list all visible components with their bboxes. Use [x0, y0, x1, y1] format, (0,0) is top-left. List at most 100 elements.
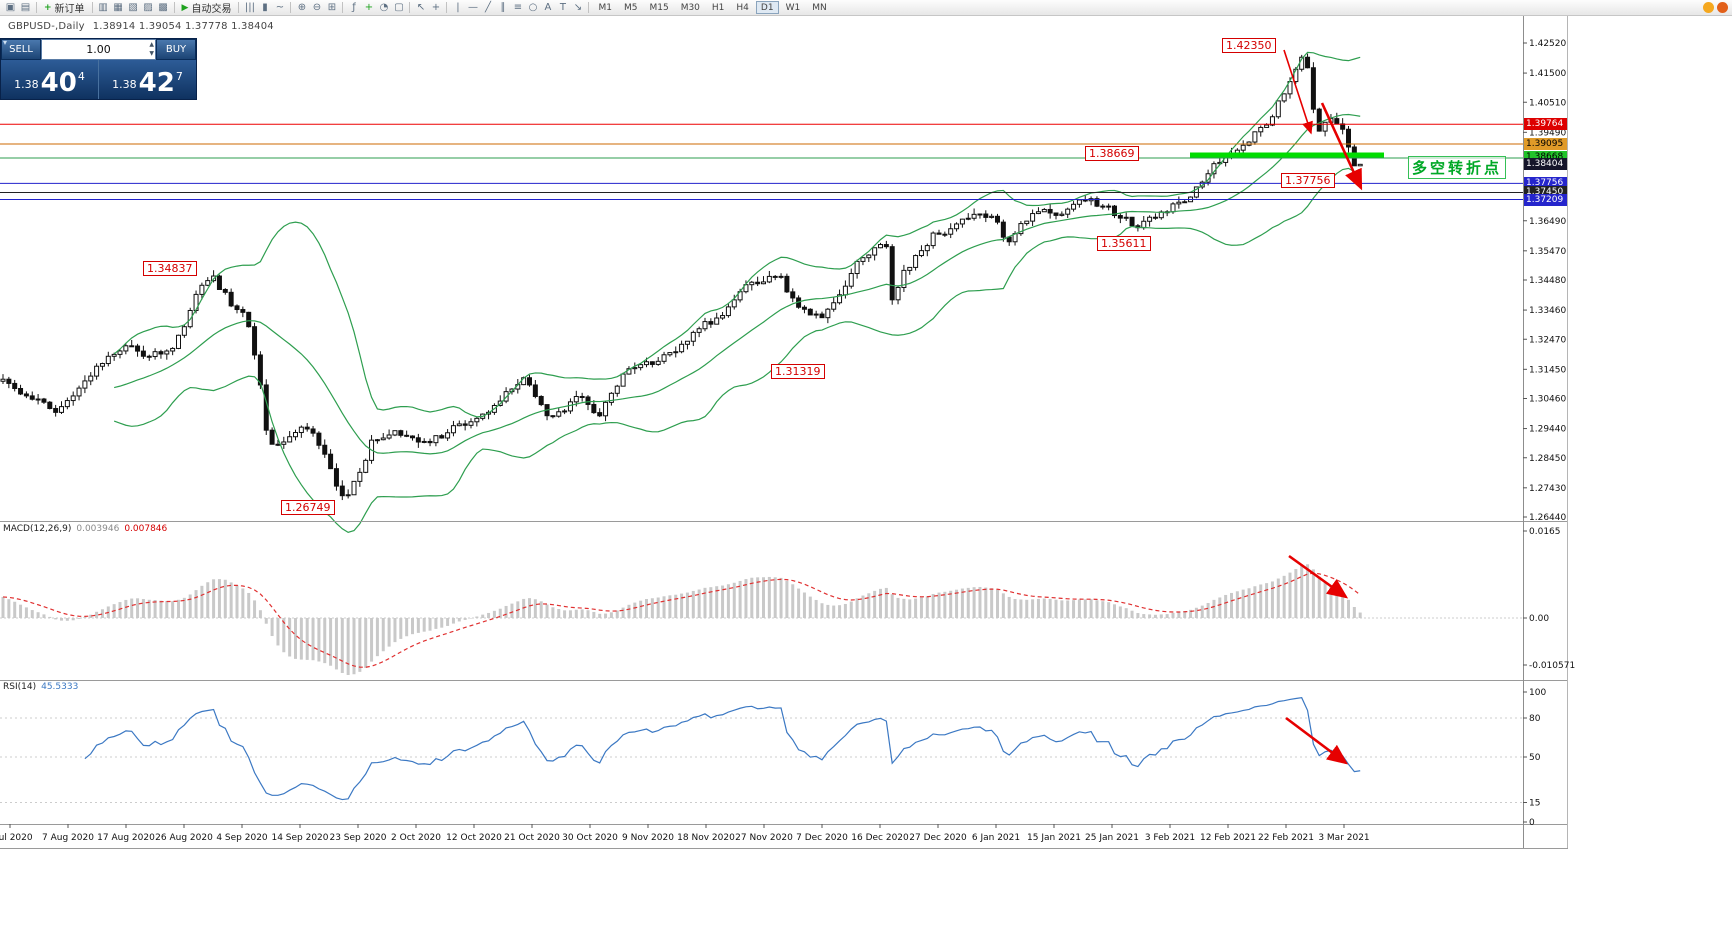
date-tick-label: 17 Aug 2020 [97, 833, 155, 843]
shapes-icon[interactable]: ○ [528, 2, 538, 13]
macd-axis-label: 0.00 [1529, 614, 1549, 624]
zoom-out-icon[interactable]: ⊖ [312, 2, 322, 13]
timeframe-d1[interactable]: D1 [755, 1, 779, 14]
navigator-icon[interactable]: ▧ [128, 2, 138, 13]
community-icon[interactable] [1703, 2, 1714, 13]
auto-trading-button[interactable]: ▶ 自动交易 [178, 1, 236, 16]
timeframe-m30[interactable]: M30 [680, 3, 700, 13]
rsi-value: 45.5333 [41, 682, 79, 692]
timeframe-h4[interactable]: H4 [736, 3, 749, 13]
vertical-line-icon[interactable]: | [456, 2, 460, 13]
sell-price-display[interactable]: 1.38 40 4 [1, 60, 98, 99]
rsi-axis-label: 50 [1529, 753, 1541, 763]
trend-arrow[interactable] [1285, 716, 1349, 765]
arrow-object-icon[interactable]: ↘ [573, 2, 583, 13]
timeframe-h1[interactable]: H1 [711, 3, 725, 13]
date-tick-label: 27 Dec 2020 [909, 833, 967, 843]
line-chart-icon[interactable]: ~ [275, 2, 285, 13]
text-icon[interactable]: A [544, 2, 552, 13]
fibonacci-icon[interactable]: ≡ [513, 2, 523, 13]
rsi-axis-label: 80 [1529, 714, 1541, 724]
bar-chart-icon[interactable]: ||| [244, 2, 256, 13]
buy-price-display[interactable]: 1.38 42 7 [99, 60, 196, 99]
date-tick-label: 7 Aug 2020 [42, 833, 94, 843]
price-annotation-label[interactable]: 1.31319 [771, 364, 825, 379]
buy-price-big: 42 [138, 68, 175, 98]
toolbar-separator [36, 2, 37, 13]
price-annotation-label[interactable]: 1.26749 [281, 500, 335, 515]
timeframe-m1[interactable]: M1 [598, 3, 612, 13]
cursor-icon[interactable]: ↖ [416, 2, 426, 13]
date-tick-label: 25 Jan 2021 [1085, 833, 1139, 843]
axes-layer: 1.42520 1.41500 1.40510 1.39490 1.36490 1.354… [0, 16, 1575, 849]
horizontal-line-icon[interactable]: — [467, 2, 478, 13]
timeframe-m5[interactable]: M5 [623, 3, 638, 13]
trend-arrow[interactable] [1288, 554, 1349, 599]
collapse-arrow-icon[interactable]: ▾ [3, 38, 8, 47]
text-label-icon[interactable]: T [559, 2, 567, 13]
rsi-axis-label: 15 [1529, 799, 1540, 809]
market-watch-icon[interactable]: ▥ [98, 2, 108, 13]
auto-trading-button-icon: ▶ [181, 2, 189, 13]
date-tick-label: 30 Oct 2020 [562, 833, 618, 843]
price-annotation-label[interactable]: 1.42350 [1222, 38, 1276, 53]
volume-up-icon[interactable]: ▲ [149, 41, 154, 48]
timeframe-mn[interactable]: MN [812, 3, 827, 13]
price-annotation-label[interactable]: 1.37756 [1281, 173, 1335, 188]
tile-windows-icon[interactable]: ⊞ [327, 2, 337, 13]
indicators-icon[interactable]: ƒ [352, 2, 356, 13]
volume-stepper[interactable]: ▲ ▼ [149, 40, 154, 58]
buy-price-prefix: 1.38 [112, 78, 137, 91]
date-tick-label: 12 Oct 2020 [446, 833, 502, 843]
price-annotation-label[interactable]: 1.34837 [143, 261, 197, 276]
price-tick-label: 1.42520 [1529, 39, 1566, 49]
data-window-icon[interactable]: ▦ [113, 2, 123, 13]
turning-point-text-object[interactable]: 多空转折点 [1408, 156, 1507, 179]
strategy-tester-icon[interactable]: ▩ [158, 2, 168, 13]
price-tick-label: 1.41500 [1529, 69, 1566, 79]
trendline-icon[interactable]: ╱ [484, 2, 491, 13]
chart-title: GBPUSD-,Daily 1.38914 1.39054 1.37778 1.3… [8, 21, 274, 32]
axis-price-marker: 1.39764 [1524, 118, 1567, 131]
price-annotation-label[interactable]: 1.38669 [1085, 146, 1139, 161]
timeframe-m15[interactable]: M15 [649, 3, 669, 13]
add-indicator-icon[interactable]: + [364, 2, 374, 13]
sell-price-big: 40 [40, 68, 77, 98]
sell-button[interactable]: SELL [1, 39, 41, 60]
candlestick-chart-icon[interactable]: ▮ [262, 2, 268, 13]
price-tick-label: 1.29440 [1529, 425, 1566, 435]
new-order-button[interactable]: + 新订单 [40, 1, 89, 16]
axis-price-marker: 1.38404 [1524, 158, 1567, 171]
axis-price-marker: 1.37209 [1524, 193, 1567, 206]
macd-indicator-label: MACD(12,26,9) 0.003946 0.007846 [3, 524, 167, 534]
channel-icon[interactable]: ∥ [500, 2, 506, 13]
volume-input[interactable]: 1.00 ▲ ▼ [41, 39, 156, 60]
news-icon[interactable] [1717, 2, 1728, 13]
date-tick-label: 15 Jan 2021 [1027, 833, 1081, 843]
templates-icon[interactable]: ▢ [394, 2, 404, 13]
crosshair-icon[interactable]: + [431, 2, 441, 13]
price-annotation-label[interactable]: 1.35611 [1097, 236, 1151, 251]
toolbar-separator [446, 2, 448, 13]
date-tick-label: 9 Nov 2020 [622, 833, 674, 843]
price-tick-label: 1.32470 [1529, 335, 1566, 345]
price-tick-label: 1.30460 [1529, 395, 1566, 405]
buy-button[interactable]: BUY [156, 39, 196, 60]
arrows-layer [1283, 49, 1363, 765]
date-tick-label: 9 Jul 2020 [0, 833, 33, 843]
terminal-icon[interactable]: ▨ [143, 2, 153, 13]
date-tick-label: 14 Sep 2020 [271, 833, 328, 843]
macd-name: MACD(12,26,9) [3, 524, 72, 534]
price-tick-label: 1.39490 [1529, 128, 1566, 138]
zoom-in-icon[interactable]: ⊕ [297, 2, 307, 13]
trend-arrow[interactable] [1320, 102, 1363, 191]
top-toolbar: ▣ ▤ + 新订单 ▥ ▦ ▧ ▨ ▩ ▶ 自动交易 ||| ▮ ~ ⊕ ⊖ ⊞ ƒ + ◔ ▢ ↖ + | — ╱ ∥ ≡ ○ A T ↘ M… [0, 0, 1732, 16]
timeframe-w1[interactable]: W1 [785, 3, 801, 13]
periods-icon[interactable]: ◔ [379, 2, 389, 13]
chart-window-icon[interactable]: ▣ [5, 2, 16, 13]
volume-down-icon[interactable]: ▼ [149, 50, 154, 57]
tick-chart-icon[interactable]: ▤ [20, 2, 31, 13]
date-tick-label: 2 Oct 2020 [391, 833, 441, 843]
trend-arrow[interactable] [1283, 49, 1313, 135]
